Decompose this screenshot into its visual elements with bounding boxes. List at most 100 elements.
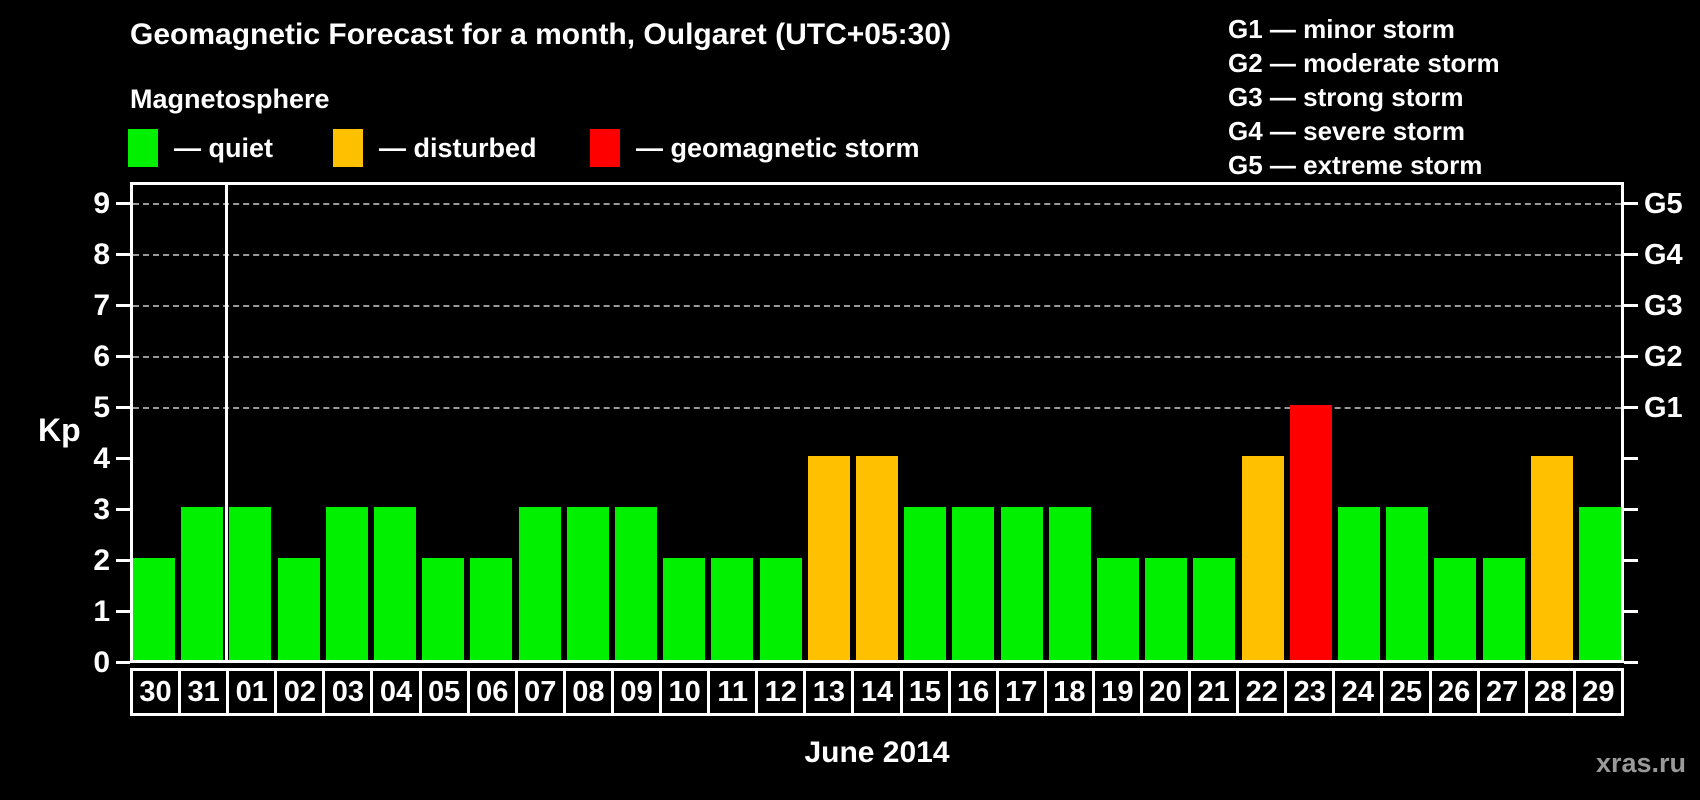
bar-day-12 bbox=[759, 558, 802, 660]
legend-item-quiet: — quiet bbox=[128, 128, 273, 168]
bar-day-14 bbox=[856, 456, 898, 660]
bar-day-29 bbox=[1578, 507, 1621, 660]
y-tick-label-7: 7 bbox=[93, 289, 110, 322]
bar-day-24 bbox=[1337, 507, 1380, 660]
date-cell-09: 09 bbox=[610, 668, 663, 716]
bar-day-13 bbox=[807, 456, 850, 660]
bar-day-07 bbox=[518, 507, 561, 660]
date-cell-29: 29 bbox=[1572, 668, 1624, 716]
chart-title: Geomagnetic Forecast for a month, Oulgar… bbox=[130, 18, 952, 51]
date-cell-12: 12 bbox=[755, 668, 807, 716]
y-tick-label-8: 8 bbox=[93, 238, 110, 271]
date-cell-02: 02 bbox=[274, 668, 326, 716]
right-axis-label-g4: G4 bbox=[1644, 239, 1683, 271]
bar-day-27 bbox=[1482, 558, 1525, 660]
date-cell-19: 19 bbox=[1091, 668, 1143, 716]
date-cell-25: 25 bbox=[1380, 668, 1432, 716]
gridline-kp-9 bbox=[133, 203, 1621, 205]
date-cell-10: 10 bbox=[659, 668, 711, 716]
y-tick-label-9: 9 bbox=[93, 187, 110, 220]
gridline-kp-7 bbox=[133, 305, 1621, 307]
watermark: xras.ru bbox=[1595, 748, 1686, 778]
gridline-kp-6 bbox=[133, 356, 1621, 358]
y-tick-label-0: 0 bbox=[93, 646, 110, 679]
left-tick-kp-9 bbox=[116, 202, 130, 205]
left-tick-kp-7 bbox=[116, 304, 130, 307]
bar-day-21 bbox=[1193, 558, 1236, 660]
right-tick-kp-7 bbox=[1624, 304, 1638, 307]
date-cell-11: 11 bbox=[707, 668, 759, 716]
right-tick-kp-1 bbox=[1624, 610, 1638, 613]
bar-day-20 bbox=[1145, 558, 1188, 660]
left-tick-kp-1 bbox=[116, 610, 130, 613]
date-cell-07: 07 bbox=[514, 668, 566, 716]
left-tick-kp-2 bbox=[116, 559, 130, 562]
disturbed-color-swatch bbox=[333, 129, 363, 167]
right-tick-kp-6 bbox=[1624, 355, 1638, 358]
x-axis-title: June 2014 bbox=[804, 736, 950, 769]
g-scale-legend-line-g2: G2 — moderate storm bbox=[1228, 48, 1500, 78]
bar-day-15 bbox=[904, 507, 947, 660]
left-tick-kp-0 bbox=[116, 661, 130, 664]
bar-day-06 bbox=[470, 558, 513, 660]
bar-day-10 bbox=[663, 558, 706, 660]
date-cell-31: 31 bbox=[178, 668, 230, 716]
right-tick-kp-9 bbox=[1624, 202, 1638, 205]
right-tick-kp-5 bbox=[1624, 406, 1638, 409]
date-cell-20: 20 bbox=[1139, 668, 1192, 716]
date-cell-14: 14 bbox=[851, 668, 903, 716]
left-tick-kp-5 bbox=[116, 406, 130, 409]
bar-day-25 bbox=[1386, 507, 1429, 660]
date-cell-13: 13 bbox=[803, 668, 855, 716]
bar-day-23 bbox=[1289, 405, 1332, 660]
bar-day-22 bbox=[1241, 456, 1284, 660]
date-cell-24: 24 bbox=[1332, 668, 1384, 716]
bar-day-17 bbox=[1000, 507, 1043, 660]
left-tick-kp-6 bbox=[116, 355, 130, 358]
right-axis-label-g5: G5 bbox=[1644, 188, 1683, 220]
bar-day-11 bbox=[711, 558, 754, 660]
y-tick-label-4: 4 bbox=[93, 442, 110, 475]
left-tick-kp-8 bbox=[116, 253, 130, 256]
bar-day-16 bbox=[952, 507, 995, 660]
legend-item-disturbed: — disturbed bbox=[333, 128, 537, 168]
right-tick-kp-3 bbox=[1624, 508, 1638, 511]
g-scale-legend-line-g4: G4 — severe storm bbox=[1228, 116, 1466, 146]
date-cell-03: 03 bbox=[322, 668, 374, 716]
y-tick-label-1: 1 bbox=[93, 595, 110, 628]
y-tick-label-6: 6 bbox=[93, 340, 110, 373]
right-tick-kp-2 bbox=[1624, 559, 1638, 562]
bar-day-02 bbox=[277, 558, 320, 660]
date-cell-27: 27 bbox=[1476, 668, 1528, 716]
right-tick-kp-4 bbox=[1624, 457, 1638, 460]
right-tick-kp-8 bbox=[1624, 253, 1638, 256]
plot-area bbox=[130, 182, 1624, 663]
bar-day-08 bbox=[566, 507, 609, 660]
date-cell-28: 28 bbox=[1524, 668, 1576, 716]
bar-day-09 bbox=[615, 507, 658, 660]
month-boundary-line bbox=[225, 185, 229, 660]
date-cell-01: 01 bbox=[226, 668, 278, 716]
quiet-color-swatch bbox=[128, 129, 158, 167]
date-cell-22: 22 bbox=[1236, 668, 1288, 716]
date-cell-23: 23 bbox=[1284, 668, 1336, 716]
legend-label-storm: — geomagnetic storm bbox=[636, 132, 920, 163]
date-cell-26: 26 bbox=[1428, 668, 1480, 716]
y-tick-label-3: 3 bbox=[93, 493, 110, 526]
gridline-kp-8 bbox=[133, 254, 1621, 256]
date-cell-04: 04 bbox=[370, 668, 422, 716]
bar-day-03 bbox=[325, 507, 368, 660]
legend-label-disturbed: — disturbed bbox=[379, 132, 537, 163]
right-axis-label-g3: G3 bbox=[1644, 290, 1683, 322]
bar-day-05 bbox=[422, 558, 465, 660]
date-cell-08: 08 bbox=[562, 668, 614, 716]
bar-day-19 bbox=[1096, 558, 1139, 660]
storm-color-swatch bbox=[590, 129, 620, 167]
date-cell-15: 15 bbox=[899, 668, 951, 716]
y-tick-label-2: 2 bbox=[93, 544, 110, 577]
gridline-kp-5 bbox=[133, 407, 1621, 409]
date-cell-05: 05 bbox=[418, 668, 470, 716]
bar-day-04 bbox=[374, 507, 417, 660]
y-axis-title: Kp bbox=[38, 412, 81, 448]
